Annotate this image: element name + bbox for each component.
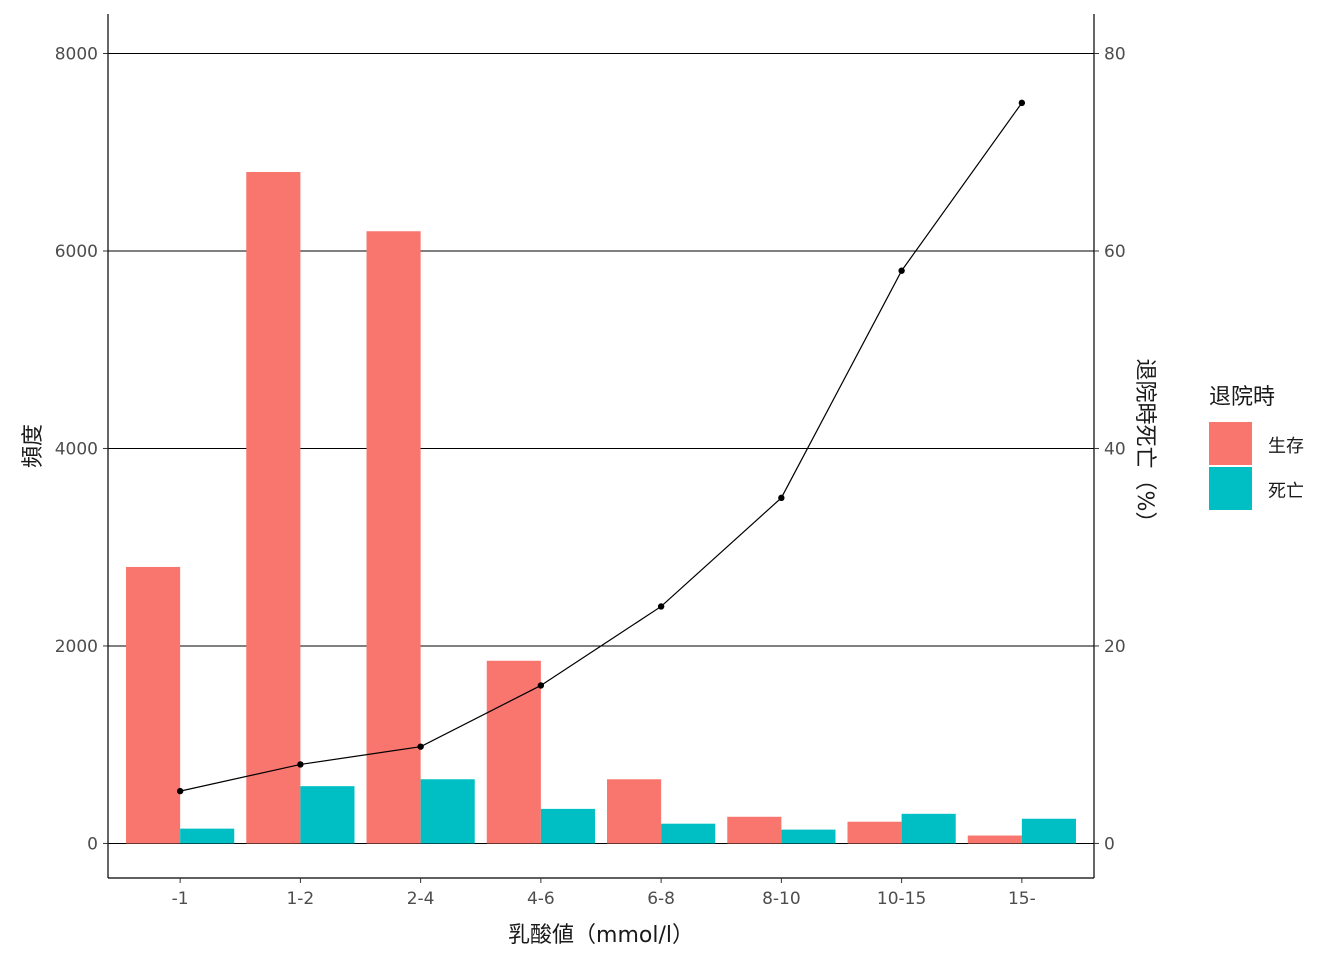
mortality-line-path xyxy=(180,102,1023,792)
bar-死亡-8-10 xyxy=(781,829,836,844)
bar-死亡-6-8 xyxy=(661,823,716,844)
bar-死亡-1-2 xyxy=(300,786,355,844)
bar-生存--1 xyxy=(126,566,181,844)
y2-tick-label: 20 xyxy=(1104,637,1126,657)
y2-axis-title: 退院時死亡（%） xyxy=(1132,359,1157,534)
bar-生存-15- xyxy=(967,835,1022,844)
bars xyxy=(126,171,1076,844)
mortality-point-2-4 xyxy=(417,743,424,750)
y-axis-title: 頻度 xyxy=(21,424,46,468)
legend-key-生存 xyxy=(1209,422,1252,465)
bar-生存-6-8 xyxy=(607,779,662,844)
x-tick-label: 8-10 xyxy=(762,889,801,909)
mortality-line xyxy=(176,99,1026,795)
y2-tick-label: 80 xyxy=(1104,44,1126,64)
bar-生存-4-6 xyxy=(486,660,541,844)
mortality-point-15- xyxy=(1018,99,1026,107)
x-tick-label: 4-6 xyxy=(527,889,555,909)
x-tick-label: 1-2 xyxy=(286,889,314,909)
y-tick-label: 6000 xyxy=(55,242,98,262)
y-tick-label: 0 xyxy=(87,834,98,854)
bar-死亡-2-4 xyxy=(420,779,475,844)
y2-tick-label: 0 xyxy=(1104,834,1115,854)
bar-死亡-10-15 xyxy=(901,813,956,844)
legend-label-生存: 生存 xyxy=(1268,436,1304,457)
mortality-point-8-10 xyxy=(778,494,785,502)
bar-生存-8-10 xyxy=(727,816,782,844)
legend-title: 退院時 xyxy=(1209,385,1275,410)
x-tick-label: 10-15 xyxy=(877,889,926,909)
bar-生存-2-4 xyxy=(366,231,421,844)
legend-key-死亡 xyxy=(1209,467,1252,510)
tick-labels: 0 2000 4000 6000 8000 0 20 40 60 80 -1 1-2 2-4 4-6 6-8… xyxy=(55,44,1126,909)
y-tick-label: 8000 xyxy=(55,44,98,64)
bar-生存-1-2 xyxy=(246,171,301,844)
axes xyxy=(103,14,1099,883)
bar-生存-10-15 xyxy=(847,821,902,844)
y-tick-label: 2000 xyxy=(55,637,98,657)
mortality-point-4-6 xyxy=(537,682,545,689)
bar-死亡--1 xyxy=(180,828,235,844)
legend-label-死亡: 死亡 xyxy=(1268,481,1304,502)
x-axis-title: 乳酸値（mmol/l） xyxy=(508,923,694,948)
x-tick-label: 15- xyxy=(1008,889,1036,909)
bar-死亡-15- xyxy=(1021,818,1076,844)
x-tick-label: 2-4 xyxy=(407,889,435,909)
x-tick-label: -1 xyxy=(172,889,189,909)
y2-tick-label: 60 xyxy=(1104,242,1126,262)
y2-tick-label: 40 xyxy=(1104,439,1126,459)
mortality-point--1 xyxy=(176,787,184,795)
mortality-point-10-15 xyxy=(898,267,905,274)
mortality-point-1-2 xyxy=(297,761,304,768)
x-tick-label: 6-8 xyxy=(647,889,675,909)
mortality-point-6-8 xyxy=(657,603,665,610)
bar-死亡-4-6 xyxy=(540,808,595,844)
y-tick-label: 4000 xyxy=(55,439,98,459)
